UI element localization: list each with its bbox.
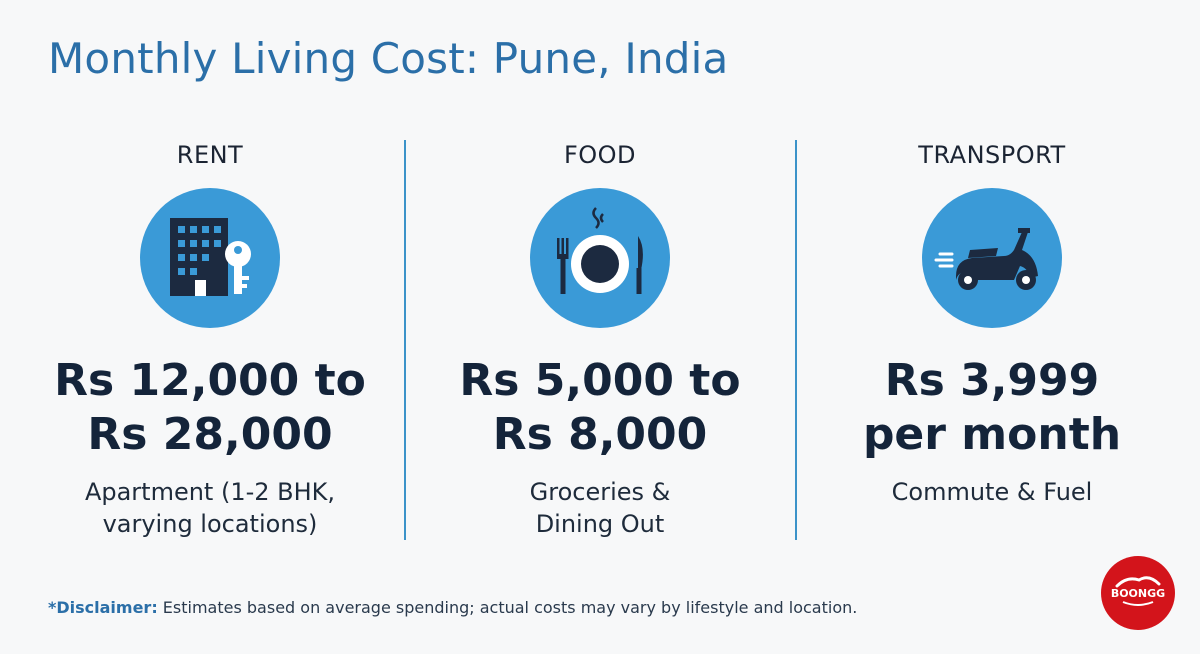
disclaimer: *Disclaimer: Estimates based on average … [48, 598, 857, 617]
food-column: FOOD Rs 5,000 to Rs 8,000 Groceries & Di… [405, 140, 795, 540]
column-divider [404, 140, 406, 540]
building-key-icon [140, 188, 280, 328]
disclaimer-label: *Disclaimer: [48, 598, 158, 617]
category-label: TRANSPORT [918, 141, 1066, 169]
category-label: RENT [176, 141, 244, 169]
rent-column: RENT Rs 12,000 to Rs 28,000 Apartment (1… [15, 140, 405, 540]
page-title: Monthly Living Cost: Pune, India [48, 34, 729, 83]
description-line: varying locations) [102, 510, 318, 538]
description-line: Dining Out [535, 510, 665, 538]
price-line: Rs 5,000 to [459, 355, 741, 406]
price-line: Rs 3,999 [884, 355, 1100, 406]
price-line: Rs 12,000 to [54, 355, 366, 406]
description-line: Apartment (1-2 BHK, [84, 478, 336, 506]
description-line: Commute & Fuel [891, 478, 1093, 506]
price-line: Rs 8,000 [492, 409, 708, 460]
brand-logo: BOONGG [1101, 556, 1175, 630]
logo-text: BOONGG [1111, 587, 1165, 600]
transport-column: TRANSPORT Rs 3,999 per month Commute & F… [797, 140, 1187, 508]
description-line: Groceries & [529, 478, 671, 506]
column-divider [795, 140, 797, 540]
plate-cutlery-icon [530, 188, 670, 328]
price-line: Rs 28,000 [87, 409, 333, 460]
disclaimer-text: Estimates based on average spending; act… [157, 598, 858, 617]
price-line: per month [862, 409, 1122, 460]
category-label: FOOD [563, 141, 637, 169]
scooter-icon [922, 188, 1062, 328]
